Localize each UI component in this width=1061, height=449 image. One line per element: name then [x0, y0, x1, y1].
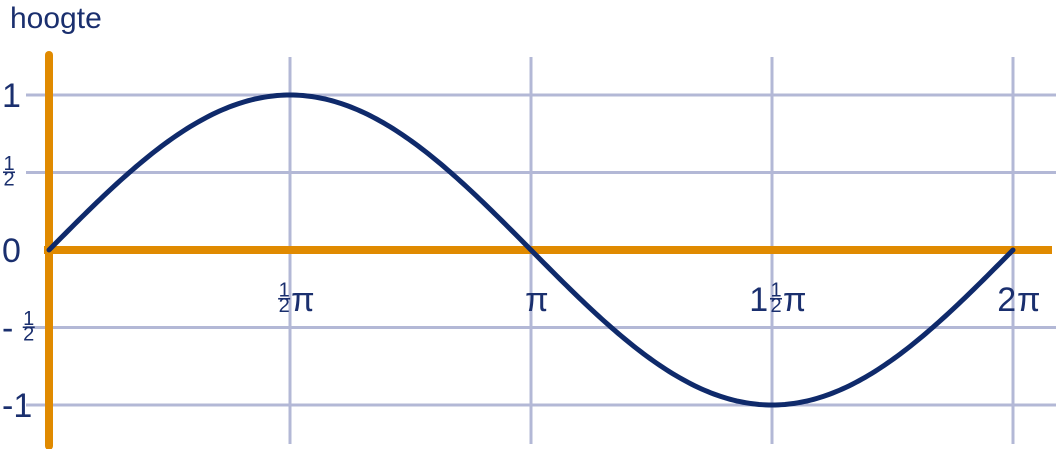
y-tick-label-3: -12 [2, 308, 35, 348]
x-tick-label-0-numerator: 1 [279, 280, 290, 302]
x-tick-label-2-numerator: 1 [770, 280, 781, 302]
x-tick-labels: 12 π π 1 12 π 2 π [278, 280, 1040, 319]
horizontal-gridlines [26, 93, 1056, 407]
y-tick-label-1: 12 [3, 153, 15, 191]
x-tick-label-0: 12 π [278, 280, 315, 319]
x-tick-label-1-part-0: π [525, 281, 548, 319]
x-tick-label-2-part-2: π [783, 281, 806, 319]
x-tick-label-0-part-1: π [291, 281, 314, 319]
sine-curve [46, 92, 1016, 408]
x-tick-label-2-part-0: 1 [749, 281, 768, 319]
y-tick-label-0: 1 [2, 77, 21, 115]
y-tick-label-1-denominator: 2 [3, 169, 14, 191]
y-tick-label-3-numerator: 1 [23, 308, 34, 330]
y-tick-label-1-numerator: 1 [3, 153, 14, 175]
y-tick-label-0-part-0: 1 [2, 77, 21, 115]
y-tick-label-2-part-0: 0 [2, 232, 21, 270]
y-tick-label-3-part-0: - [2, 310, 13, 348]
y-axis-label: hoogte [10, 2, 102, 35]
x-tick-label-3-part-1: π [1017, 281, 1040, 319]
y-tick-label-2: 0 [2, 232, 21, 270]
y-tick-label-4: -1 [2, 387, 32, 425]
x-tick-label-2: 1 12 π [749, 280, 806, 319]
x-tick-label-1: π [525, 281, 548, 319]
x-tick-label-0-denominator: 2 [279, 295, 290, 317]
x-tick-label-3-part-0: 2 [997, 281, 1016, 319]
x-tick-label-2-denominator: 2 [770, 295, 781, 317]
y-tick-label-4-part-0: -1 [2, 387, 32, 425]
y-tick-label-3-denominator: 2 [23, 324, 34, 346]
